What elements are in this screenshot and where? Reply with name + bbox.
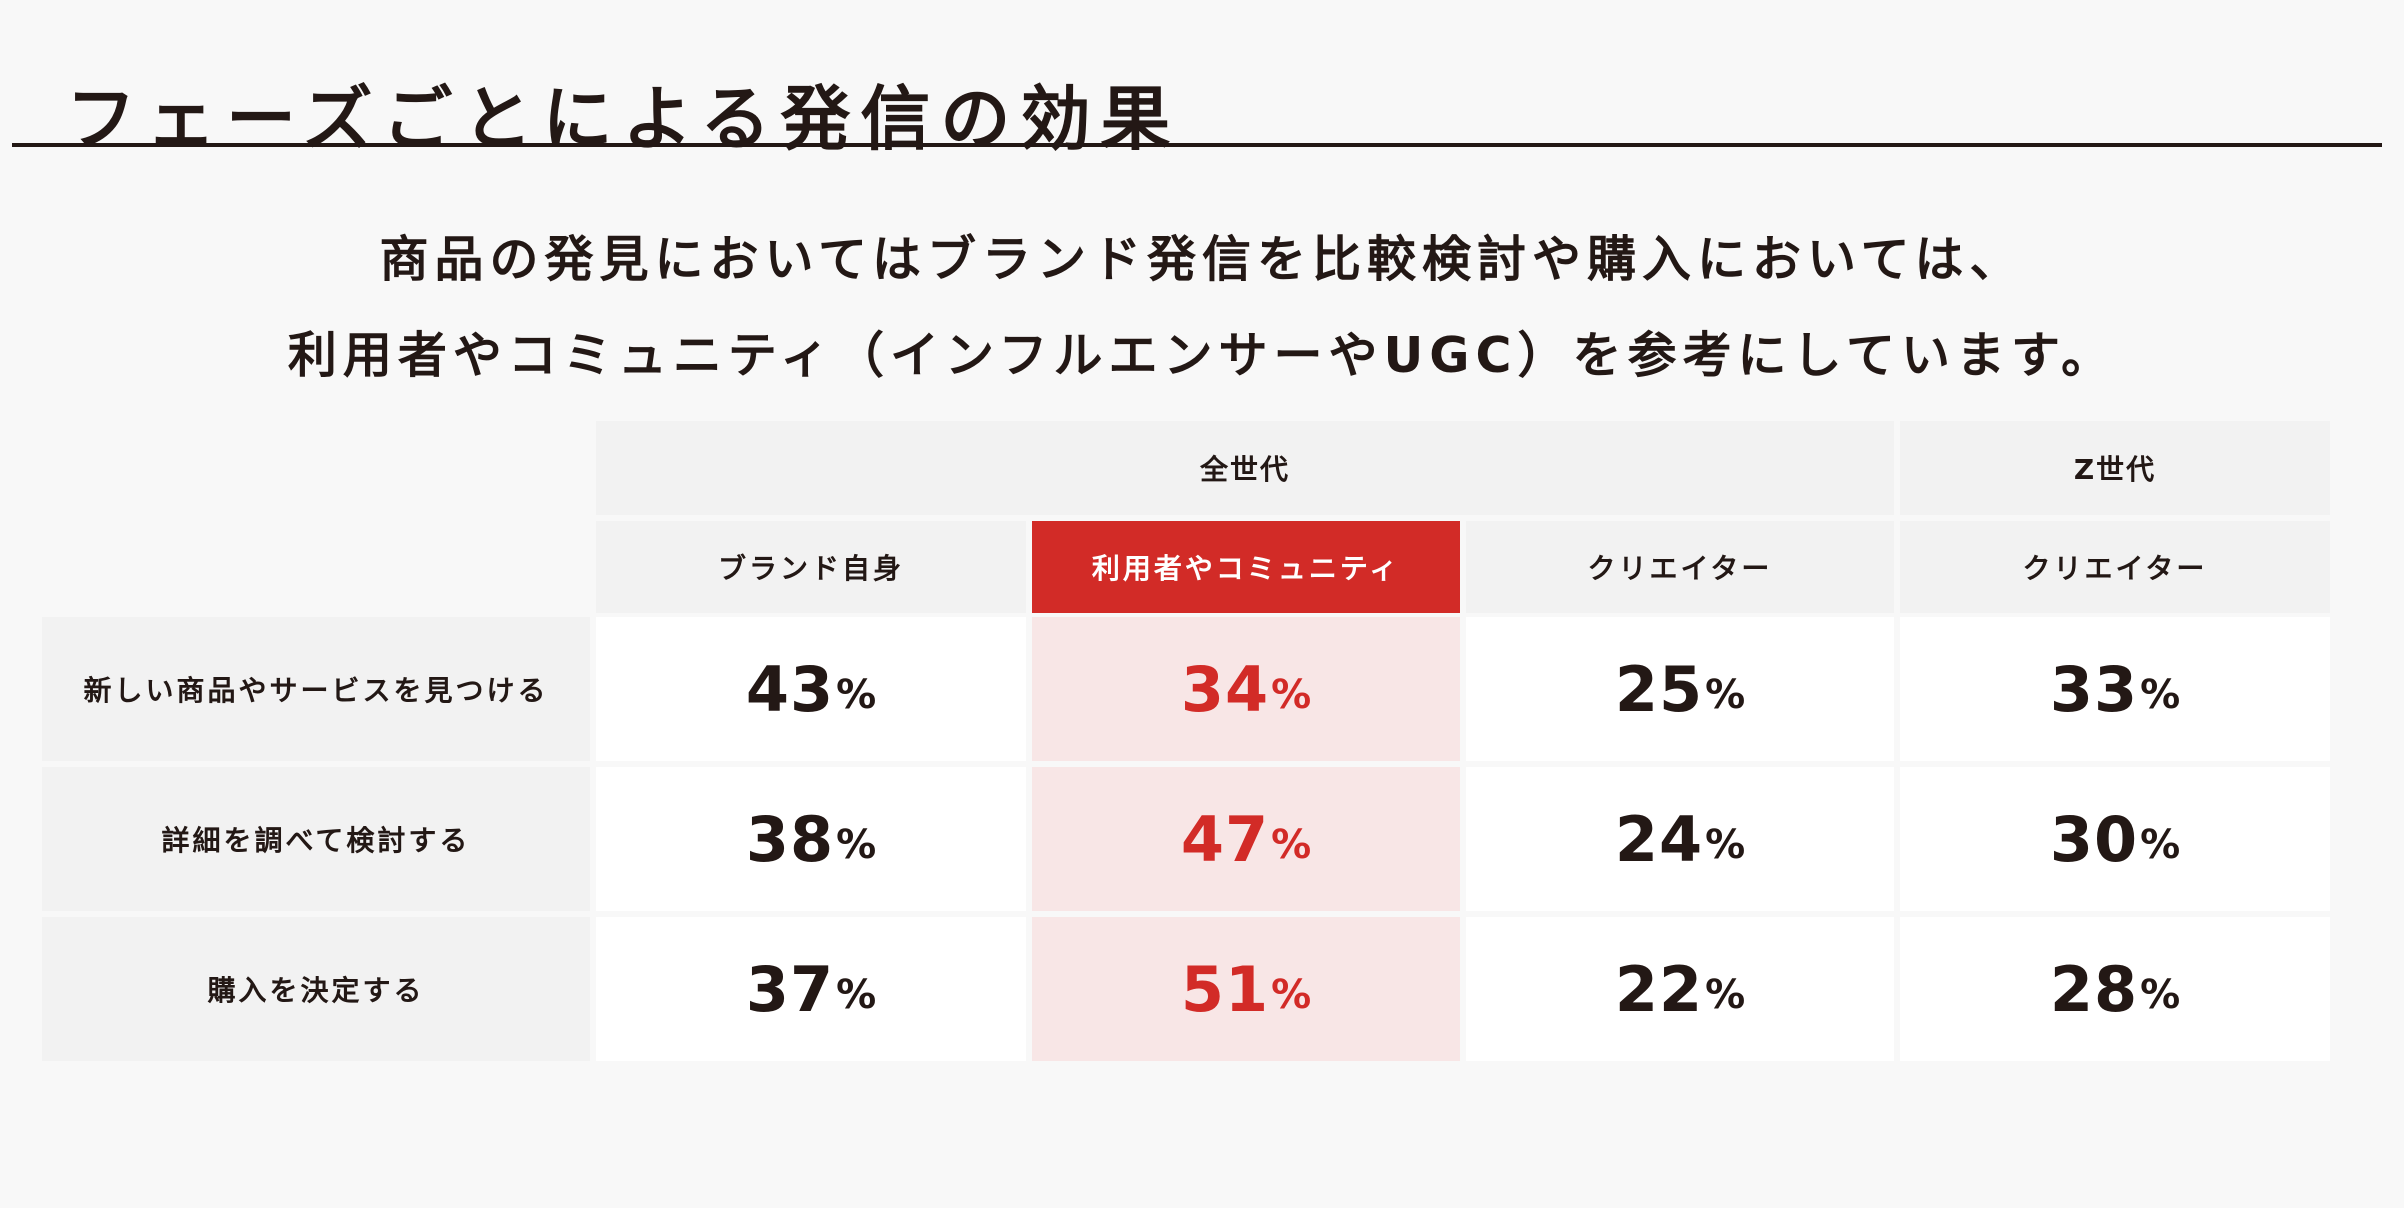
value-unit: % bbox=[2140, 672, 2181, 718]
column-header-creator-genz: クリエイター bbox=[1900, 521, 2330, 613]
value-cell-highlight: 47% bbox=[1032, 767, 1460, 911]
value-unit: % bbox=[1271, 672, 1312, 718]
value-number: 34 bbox=[1180, 652, 1270, 726]
value-cell: 43% bbox=[596, 617, 1026, 761]
value-unit: % bbox=[1271, 822, 1312, 868]
group-header-all-generations: 全世代 bbox=[596, 421, 1894, 515]
column-header-label: クリエイター bbox=[1587, 552, 1773, 585]
value-cell: 30% bbox=[1900, 767, 2330, 911]
value-unit: % bbox=[2140, 972, 2181, 1018]
value-unit: % bbox=[836, 972, 877, 1018]
group-header-label: Z世代 bbox=[2073, 453, 2157, 486]
value-unit: % bbox=[1705, 972, 1746, 1018]
value-cell: 33% bbox=[1900, 617, 2330, 761]
column-header-label: ブランド自身 bbox=[717, 552, 904, 585]
row-header-research: 詳細を調べて検討する bbox=[42, 767, 590, 911]
group-header-gen-z: Z世代 bbox=[1900, 421, 2330, 515]
value-number: 38 bbox=[745, 802, 835, 876]
column-header-creator: クリエイター bbox=[1466, 521, 1894, 613]
value-number: 25 bbox=[1614, 652, 1704, 726]
value-number: 47 bbox=[1180, 802, 1270, 876]
row-header-label: 詳細を調べて検討する bbox=[161, 824, 471, 857]
value-cell: 22% bbox=[1466, 917, 1894, 1061]
row-header-label: 購入を決定する bbox=[207, 974, 425, 1007]
value-cell: 24% bbox=[1466, 767, 1894, 911]
value-number: 51 bbox=[1180, 952, 1270, 1026]
value-cell: 28% bbox=[1900, 917, 2330, 1061]
column-header-label: クリエイター bbox=[2022, 552, 2208, 585]
value-unit: % bbox=[1271, 972, 1312, 1018]
row-header-label: 新しい商品やサービスを見つける bbox=[83, 674, 549, 707]
value-cell-highlight: 51% bbox=[1032, 917, 1460, 1061]
group-header-label: 全世代 bbox=[1199, 453, 1290, 486]
row-header-purchase: 購入を決定する bbox=[42, 917, 590, 1061]
value-unit: % bbox=[836, 672, 877, 718]
value-number: 33 bbox=[2049, 652, 2139, 726]
value-number: 43 bbox=[745, 652, 835, 726]
value-unit: % bbox=[1705, 672, 1746, 718]
page-title: フェーズごとによる発信の効果 bbox=[66, 77, 1181, 160]
lead-line-1: 商品の発見においてはブランド発信を比較検討や購入においては、 bbox=[379, 231, 2025, 288]
value-cell: 37% bbox=[596, 917, 1026, 1061]
value-number: 37 bbox=[745, 952, 835, 1026]
column-header-brand: ブランド自身 bbox=[596, 521, 1026, 613]
value-number: 24 bbox=[1614, 802, 1704, 876]
value-number: 28 bbox=[2049, 952, 2139, 1026]
value-unit: % bbox=[1705, 822, 1746, 868]
value-cell-highlight: 34% bbox=[1032, 617, 1460, 761]
title-divider bbox=[12, 143, 2382, 147]
lead-line-2: 利用者やコミュニティ（インフルエンサーやUGC）を参考にしています。 bbox=[287, 327, 2117, 384]
value-unit: % bbox=[2140, 822, 2181, 868]
value-unit: % bbox=[836, 822, 877, 868]
value-number: 30 bbox=[2049, 802, 2139, 876]
row-header-discover: 新しい商品やサービスを見つける bbox=[42, 617, 590, 761]
value-number: 22 bbox=[1614, 952, 1704, 1026]
value-cell: 38% bbox=[596, 767, 1026, 911]
column-header-label: 利用者やコミュニティ bbox=[1091, 552, 1401, 585]
column-header-users-community: 利用者やコミュニティ bbox=[1032, 521, 1460, 613]
value-cell: 25% bbox=[1466, 617, 1894, 761]
lead-text: 商品の発見においてはブランド発信を比較検討や購入においては、 利用者やコミュニテ… bbox=[0, 212, 2404, 404]
